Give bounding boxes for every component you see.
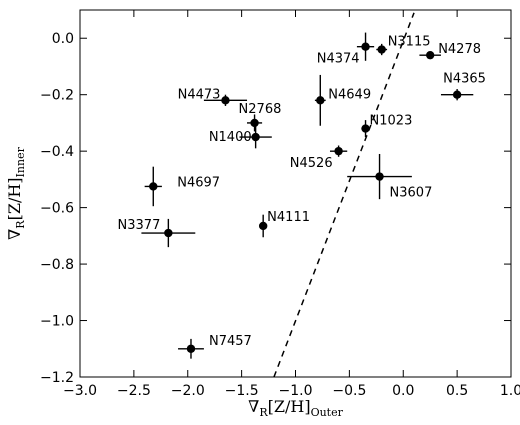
marker — [149, 182, 158, 191]
y-axis-title-nabla: ∇ — [5, 229, 24, 240]
point-label: N3607 — [390, 186, 433, 201]
point-label: N4278 — [438, 42, 481, 57]
marker — [221, 96, 230, 105]
x-tick-label: −0.5 — [332, 383, 366, 399]
data-point-n4374: N4374 — [317, 32, 375, 67]
data-point-n4526: N4526 — [290, 145, 348, 171]
point-label: N3115 — [388, 35, 431, 50]
y-axis-title-sub-inner: Inner — [14, 146, 27, 177]
marker — [375, 172, 384, 181]
data-point-n2768: N2768 — [239, 102, 282, 132]
data-point-n4111: N4111 — [258, 210, 310, 238]
x-tick-label: −2.5 — [117, 383, 151, 399]
marker — [164, 228, 173, 238]
y-tick-label: −1.2 — [40, 370, 74, 386]
x-axis-title-quantity: [Z/H] — [268, 397, 311, 416]
point-label: N1400 — [209, 130, 252, 145]
x-axis-title-sub-r: R — [259, 406, 268, 419]
x-axis-title-sub-outer: Outer — [311, 406, 344, 419]
x-tick-label: 0.0 — [392, 383, 414, 399]
marker — [250, 118, 259, 128]
marker — [377, 45, 386, 54]
point-label: N4374 — [317, 52, 360, 67]
y-axis-title-sub-r: R — [14, 220, 27, 229]
marker — [425, 50, 435, 60]
y-tick-label: 0.0 — [52, 31, 74, 47]
y-tick-label: −0.4 — [40, 144, 74, 160]
x-axis: −3.0 −2.5 −2.0 −1.5 −1.0 −0.5 0.0 0.5 1.0 — [63, 10, 520, 399]
x-tick-label: 1.0 — [500, 383, 520, 399]
marker — [186, 344, 196, 353]
y-tick-label: −1.0 — [40, 314, 74, 330]
marker — [251, 132, 260, 142]
plot-area: N3115 N4374 N4278 N4365 N4473 N4649 N2768 N1023… — [118, 12, 486, 377]
x-axis-title-nabla: ∇ — [248, 397, 259, 416]
data-point-n4473: N4473 — [178, 87, 248, 106]
data-point-n4649: N4649 — [314, 74, 371, 126]
y-tick-label: −0.8 — [40, 257, 74, 273]
data-point-n1400: N1400 — [209, 125, 272, 149]
point-label: N4649 — [328, 87, 371, 102]
marker — [316, 96, 325, 105]
point-label: N2768 — [239, 102, 282, 117]
x-tick-label: −2.0 — [171, 383, 205, 399]
x-tick-label: −1.0 — [279, 383, 313, 399]
point-label: N4697 — [177, 175, 220, 190]
marker — [334, 146, 343, 156]
data-point-n4278: N4278 — [419, 42, 481, 60]
point-label: N4111 — [267, 210, 310, 225]
y-tick-label: −0.6 — [40, 201, 74, 217]
x-tick-label: −1.5 — [225, 383, 259, 399]
y-axis-title: ∇R[Z/H]Inner — [5, 146, 27, 239]
data-point-n3377: N3377 — [118, 218, 196, 248]
y-tick-label: −0.2 — [40, 88, 74, 104]
marker — [452, 90, 462, 99]
x-tick-label: 0.5 — [446, 383, 468, 399]
marker — [361, 124, 370, 133]
y-axis-title-quantity: [Z/H] — [5, 177, 24, 220]
point-label: N3377 — [118, 218, 161, 233]
y-axis: 0.0 −0.2 −0.4 −0.6 −0.8 −1.0 −1.2 — [40, 31, 511, 386]
data-point-n3607: N3607 — [347, 153, 433, 201]
data-point-n4697: N4697 — [144, 166, 220, 207]
data-point-n3115: N3115 — [376, 35, 431, 56]
data-point-n7457: N7457 — [178, 334, 252, 359]
point-label: N1023 — [370, 114, 413, 129]
point-label: N4365 — [443, 72, 486, 87]
x-tick-label: −3.0 — [63, 383, 97, 399]
data-point-n4365: N4365 — [440, 72, 486, 101]
y-axis-title-group: ∇R[Z/H]Inner — [5, 146, 27, 239]
marker — [258, 221, 268, 231]
point-label: N4526 — [290, 156, 333, 171]
data-point-n1023: N1023 — [361, 114, 413, 138]
point-label: N4473 — [178, 87, 221, 102]
marker — [361, 42, 370, 51]
point-label: N7457 — [209, 334, 252, 349]
x-axis-title: ∇R[Z/H]Outer — [248, 397, 343, 419]
